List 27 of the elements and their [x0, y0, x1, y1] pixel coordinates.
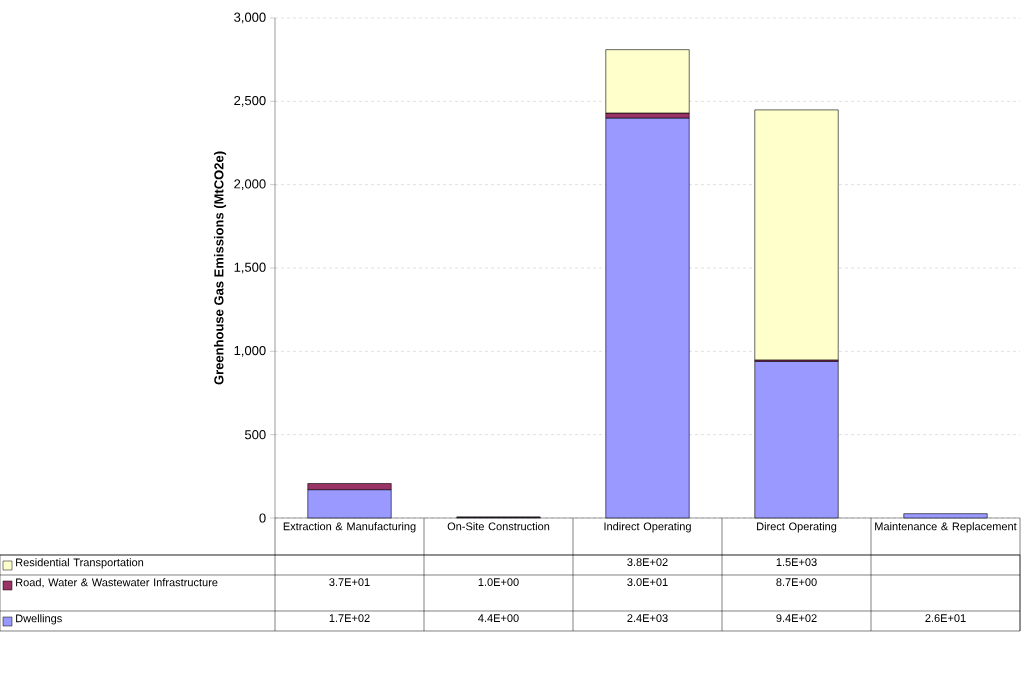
data-label: 2.4E+03 [627, 614, 668, 622]
data-label: 3.8E+02 [627, 558, 668, 566]
legend-label: Road, Water & Wastewater Infrastructure [16, 578, 218, 588]
y-tick-label: 500 [244, 430, 266, 440]
data-label: 3.0E+01 [627, 578, 668, 586]
data-label: 3.7E+01 [329, 578, 370, 586]
legend-label: Residential Transportation [16, 558, 144, 569]
data-label: 8.7E+00 [776, 578, 817, 586]
data-label: 4.4E+00 [478, 614, 519, 622]
x-tick-label: On-Site Construction [447, 522, 550, 531]
x-tick-label: Indirect Operating [604, 522, 691, 533]
x-tick-label: Extraction & Manufacturing [283, 522, 416, 533]
y-tick-label: 1,500 [234, 262, 266, 274]
data-label: 9.4E+02 [776, 614, 817, 622]
y-tick-label: 0 [259, 513, 266, 523]
y-tick-label: 1,000 [234, 345, 266, 357]
x-tick-label: Maintenance & Replacement [875, 522, 1017, 533]
y-tick-label: 2,000 [234, 179, 266, 191]
y-tick-label: 2,500 [234, 95, 266, 107]
legend-label: Dwellings [16, 614, 62, 625]
data-label: 1.0E+00 [478, 578, 519, 586]
data-label: 2.6E+01 [925, 614, 966, 622]
y-axis-title: Greenhouse Gas Emissions (MtCO2e) [213, 151, 227, 385]
data-label: 1.5E+03 [776, 558, 817, 566]
x-tick-label: Direct Operating [757, 522, 837, 533]
y-tick-label: 3,000 [234, 12, 266, 24]
data-label: 1.7E+02 [329, 614, 370, 622]
